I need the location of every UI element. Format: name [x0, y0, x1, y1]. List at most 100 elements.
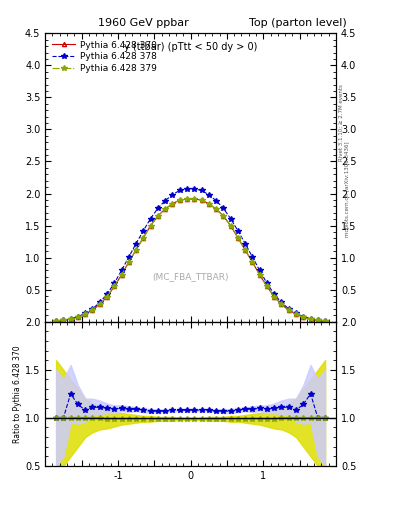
Text: y (ttbar) (pTtt < 50 dy > 0): y (ttbar) (pTtt < 50 dy > 0) — [124, 42, 257, 52]
Pythia 6.428 378 — [192, 186, 196, 192]
Pythia 6.428 379 — [214, 206, 219, 212]
Pythia 6.428 370 — [61, 317, 66, 324]
Pythia 6.428 379 — [75, 314, 80, 321]
Pythia 6.428 370 — [141, 234, 146, 241]
Pythia 6.428 370 — [68, 316, 73, 322]
Pythia 6.428 379 — [156, 213, 160, 219]
Pythia 6.428 370 — [286, 307, 291, 313]
Pythia 6.428 378 — [316, 317, 320, 324]
Text: Top (parton level): Top (parton level) — [249, 18, 347, 28]
Pythia 6.428 379 — [97, 302, 102, 308]
Pythia 6.428 379 — [54, 318, 59, 324]
Pythia 6.428 378 — [250, 254, 255, 260]
Pythia 6.428 378 — [308, 315, 313, 322]
Pythia 6.428 379 — [141, 234, 146, 241]
Pythia 6.428 370 — [54, 318, 59, 324]
Pythia 6.428 379 — [177, 197, 182, 203]
Pythia 6.428 378 — [206, 191, 211, 198]
Pythia 6.428 379 — [185, 196, 189, 202]
Pythia 6.428 379 — [272, 294, 277, 300]
Pythia 6.428 370 — [97, 302, 102, 308]
Text: (MC_FBA_TTBAR): (MC_FBA_TTBAR) — [152, 272, 229, 281]
Legend: Pythia 6.428 370, Pythia 6.428 378, Pythia 6.428 379: Pythia 6.428 370, Pythia 6.428 378, Pyth… — [50, 38, 159, 76]
Pythia 6.428 370 — [199, 197, 204, 203]
Pythia 6.428 379 — [112, 283, 117, 289]
Pythia 6.428 370 — [243, 247, 248, 253]
Pythia 6.428 379 — [206, 201, 211, 207]
Pythia 6.428 378 — [97, 300, 102, 306]
Pythia 6.428 379 — [221, 213, 226, 219]
Pythia 6.428 370 — [134, 247, 138, 253]
Line: Pythia 6.428 370: Pythia 6.428 370 — [54, 197, 327, 323]
Pythia 6.428 378 — [264, 280, 269, 286]
Pythia 6.428 370 — [148, 223, 153, 229]
Pythia 6.428 370 — [75, 314, 80, 321]
Pythia 6.428 378 — [177, 187, 182, 194]
Pythia 6.428 370 — [235, 234, 240, 241]
Pythia 6.428 378 — [119, 267, 124, 273]
Pythia 6.428 370 — [206, 201, 211, 207]
Pythia 6.428 379 — [301, 314, 306, 321]
Pythia 6.428 378 — [112, 280, 117, 286]
Pythia 6.428 370 — [294, 311, 298, 317]
Pythia 6.428 378 — [61, 317, 66, 324]
Pythia 6.428 378 — [75, 313, 80, 319]
Pythia 6.428 370 — [185, 196, 189, 202]
Pythia 6.428 370 — [214, 206, 219, 212]
Pythia 6.428 378 — [148, 216, 153, 222]
Y-axis label: Ratio to Pythia 6.428 370: Ratio to Pythia 6.428 370 — [13, 345, 22, 443]
Pythia 6.428 370 — [301, 314, 306, 321]
Pythia 6.428 379 — [257, 272, 262, 278]
Pythia 6.428 379 — [264, 283, 269, 289]
Pythia 6.428 378 — [83, 310, 88, 316]
Pythia 6.428 370 — [257, 272, 262, 278]
Pythia 6.428 370 — [112, 283, 117, 289]
Pythia 6.428 370 — [119, 272, 124, 278]
Text: mcplots.cern.ch [arXiv:1306.3436]: mcplots.cern.ch [arXiv:1306.3436] — [345, 142, 350, 237]
Pythia 6.428 378 — [185, 186, 189, 192]
Pythia 6.428 378 — [199, 187, 204, 194]
Pythia 6.428 370 — [323, 318, 327, 324]
Pythia 6.428 378 — [134, 241, 138, 247]
Pythia 6.428 378 — [68, 315, 73, 322]
Pythia 6.428 370 — [221, 213, 226, 219]
Pythia 6.428 370 — [264, 283, 269, 289]
Line: Pythia 6.428 379: Pythia 6.428 379 — [53, 197, 328, 324]
Pythia 6.428 378 — [170, 191, 175, 198]
Pythia 6.428 379 — [323, 318, 327, 324]
Pythia 6.428 370 — [177, 197, 182, 203]
Pythia 6.428 379 — [199, 197, 204, 203]
Text: Rivet 3.1.10; ≥ 2.7M events: Rivet 3.1.10; ≥ 2.7M events — [339, 84, 344, 161]
Pythia 6.428 370 — [308, 316, 313, 322]
Pythia 6.428 370 — [83, 311, 88, 317]
Pythia 6.428 370 — [192, 196, 196, 202]
Pythia 6.428 378 — [257, 267, 262, 273]
Line: Pythia 6.428 378: Pythia 6.428 378 — [53, 186, 328, 324]
Pythia 6.428 378 — [301, 313, 306, 319]
Pythia 6.428 378 — [243, 241, 248, 247]
Pythia 6.428 378 — [141, 228, 146, 234]
Pythia 6.428 370 — [228, 223, 233, 229]
Pythia 6.428 379 — [250, 259, 255, 265]
Pythia 6.428 370 — [90, 307, 95, 313]
Pythia 6.428 379 — [83, 311, 88, 317]
Pythia 6.428 378 — [156, 205, 160, 211]
Pythia 6.428 378 — [214, 198, 219, 204]
Pythia 6.428 378 — [279, 300, 284, 306]
Pythia 6.428 378 — [272, 291, 277, 297]
Text: 1960 GeV ppbar: 1960 GeV ppbar — [97, 18, 188, 28]
Pythia 6.428 379 — [119, 272, 124, 278]
Pythia 6.428 378 — [294, 310, 298, 316]
Pythia 6.428 379 — [294, 311, 298, 317]
Pythia 6.428 370 — [105, 294, 109, 300]
Pythia 6.428 378 — [235, 228, 240, 234]
Pythia 6.428 378 — [221, 205, 226, 211]
Pythia 6.428 379 — [68, 316, 73, 322]
Pythia 6.428 379 — [279, 302, 284, 308]
Pythia 6.428 378 — [323, 318, 327, 324]
Pythia 6.428 379 — [286, 307, 291, 313]
Pythia 6.428 378 — [54, 318, 59, 324]
Pythia 6.428 378 — [228, 216, 233, 222]
Pythia 6.428 379 — [134, 247, 138, 253]
Pythia 6.428 379 — [243, 247, 248, 253]
